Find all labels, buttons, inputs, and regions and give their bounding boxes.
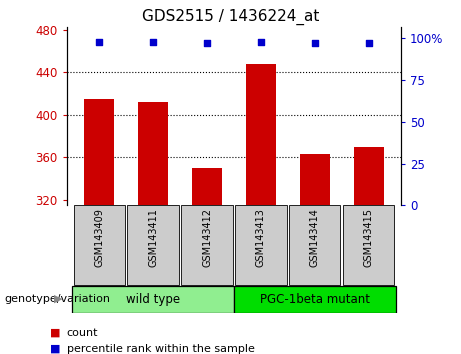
Bar — [343, 205, 394, 285]
Point — [95, 39, 103, 44]
Point — [149, 39, 157, 44]
Text: GSM143411: GSM143411 — [148, 208, 158, 267]
Bar — [192, 168, 222, 205]
Point — [365, 40, 372, 46]
Text: GSM143409: GSM143409 — [94, 208, 104, 267]
Bar — [246, 64, 276, 205]
Bar — [235, 205, 287, 285]
Text: GDS2515 / 1436224_at: GDS2515 / 1436224_at — [142, 9, 319, 25]
Text: PGC-1beta mutant: PGC-1beta mutant — [260, 293, 370, 306]
Text: count: count — [67, 328, 98, 338]
Bar — [74, 205, 125, 285]
Bar — [72, 286, 234, 313]
Text: percentile rank within the sample: percentile rank within the sample — [67, 344, 255, 354]
Text: ■: ■ — [50, 344, 60, 354]
Point — [311, 40, 319, 46]
Text: GSM143415: GSM143415 — [364, 208, 374, 267]
Text: GSM143414: GSM143414 — [310, 208, 320, 267]
Point — [257, 39, 265, 44]
Bar — [138, 102, 168, 205]
Bar — [234, 286, 396, 313]
Text: wild type: wild type — [126, 293, 180, 306]
Bar — [181, 205, 233, 285]
Text: ▶: ▶ — [54, 294, 62, 304]
Text: GSM143412: GSM143412 — [202, 208, 212, 267]
Text: GSM143413: GSM143413 — [256, 208, 266, 267]
Bar — [128, 205, 179, 285]
Text: genotype/variation: genotype/variation — [5, 294, 111, 304]
Bar — [354, 147, 384, 205]
Text: ■: ■ — [50, 328, 60, 338]
Bar — [84, 99, 114, 205]
Point — [203, 40, 211, 46]
Bar — [300, 154, 330, 205]
Bar — [289, 205, 340, 285]
